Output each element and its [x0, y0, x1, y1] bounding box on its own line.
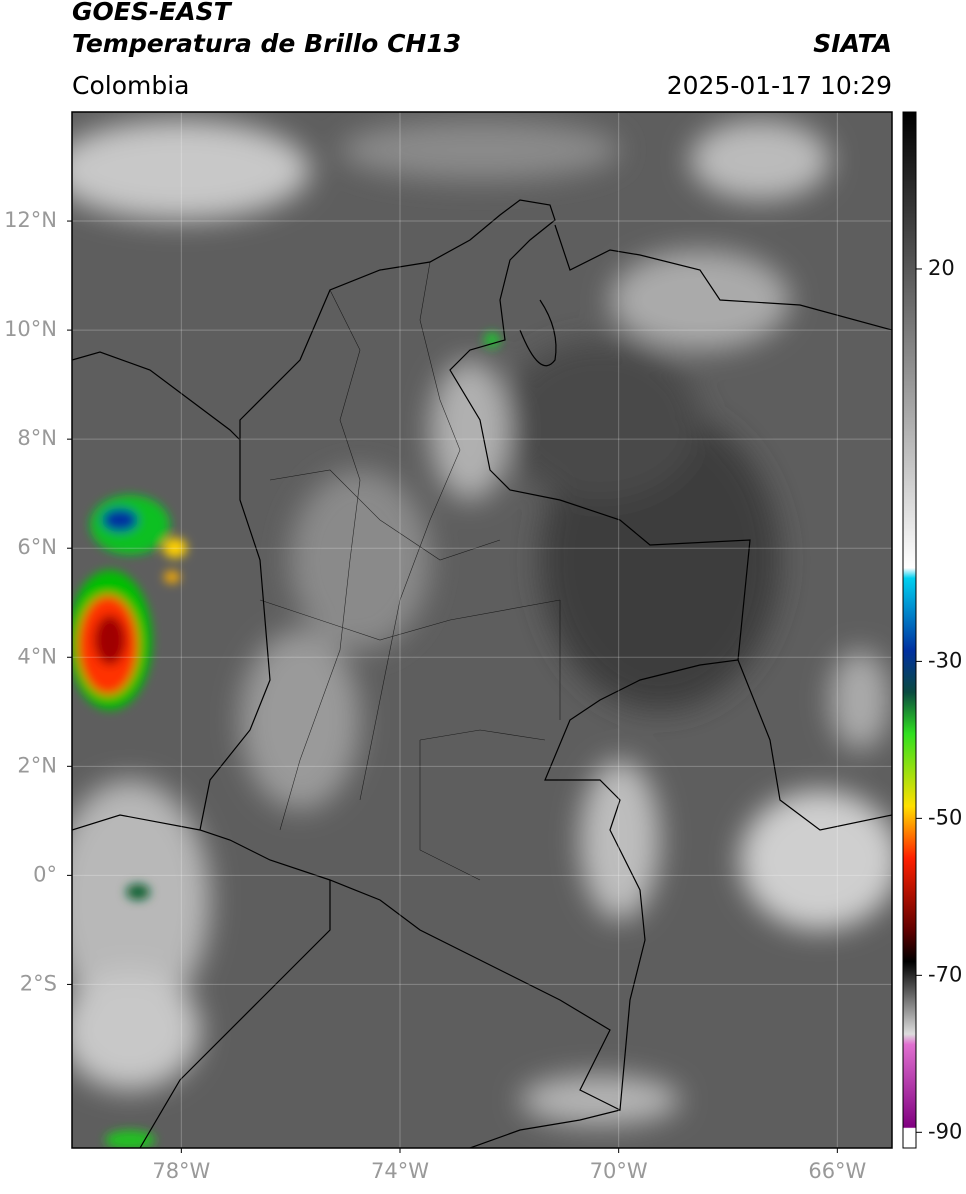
lon-tick-label: 70°W [590, 1159, 648, 1183]
datetime: 2025-01-17 10:29 [667, 71, 892, 100]
product: Temperatura de Brillo CH13 [72, 29, 461, 58]
colorbar-tick-label: -50 [928, 805, 962, 829]
institution: SIATA [813, 29, 892, 58]
lat-tick-label: 8°N [17, 426, 57, 450]
colorbar [902, 111, 917, 1149]
lat-tick-label: 0° [33, 862, 57, 886]
lon-tick-label: 74°W [371, 1159, 429, 1183]
lat-tick-label: 4°N [17, 644, 57, 668]
lat-tick-label: 6°N [17, 535, 57, 559]
lat-tick-label: 10°N [4, 317, 57, 341]
lon-tick-label: 78°W [152, 1159, 210, 1183]
map-frame [71, 111, 893, 1149]
colorbar-tick-label: -70 [928, 962, 962, 986]
satellite-image [72, 112, 892, 1148]
lon-tick-label: 66°W [808, 1159, 866, 1183]
graticule [72, 112, 892, 1148]
colorbar-tick-label: -30 [928, 648, 962, 672]
region: Colombia [72, 71, 189, 100]
lat-tick-label: 2°N [17, 753, 57, 777]
lat-tick-label: 2°S [20, 971, 57, 995]
satellite: GOES-EAST [72, 0, 233, 26]
colorbar-tick-label: -90 [928, 1119, 962, 1143]
lat-tick-label: 12°N [4, 208, 57, 232]
colorbar-tick-label: 20 [928, 256, 955, 280]
